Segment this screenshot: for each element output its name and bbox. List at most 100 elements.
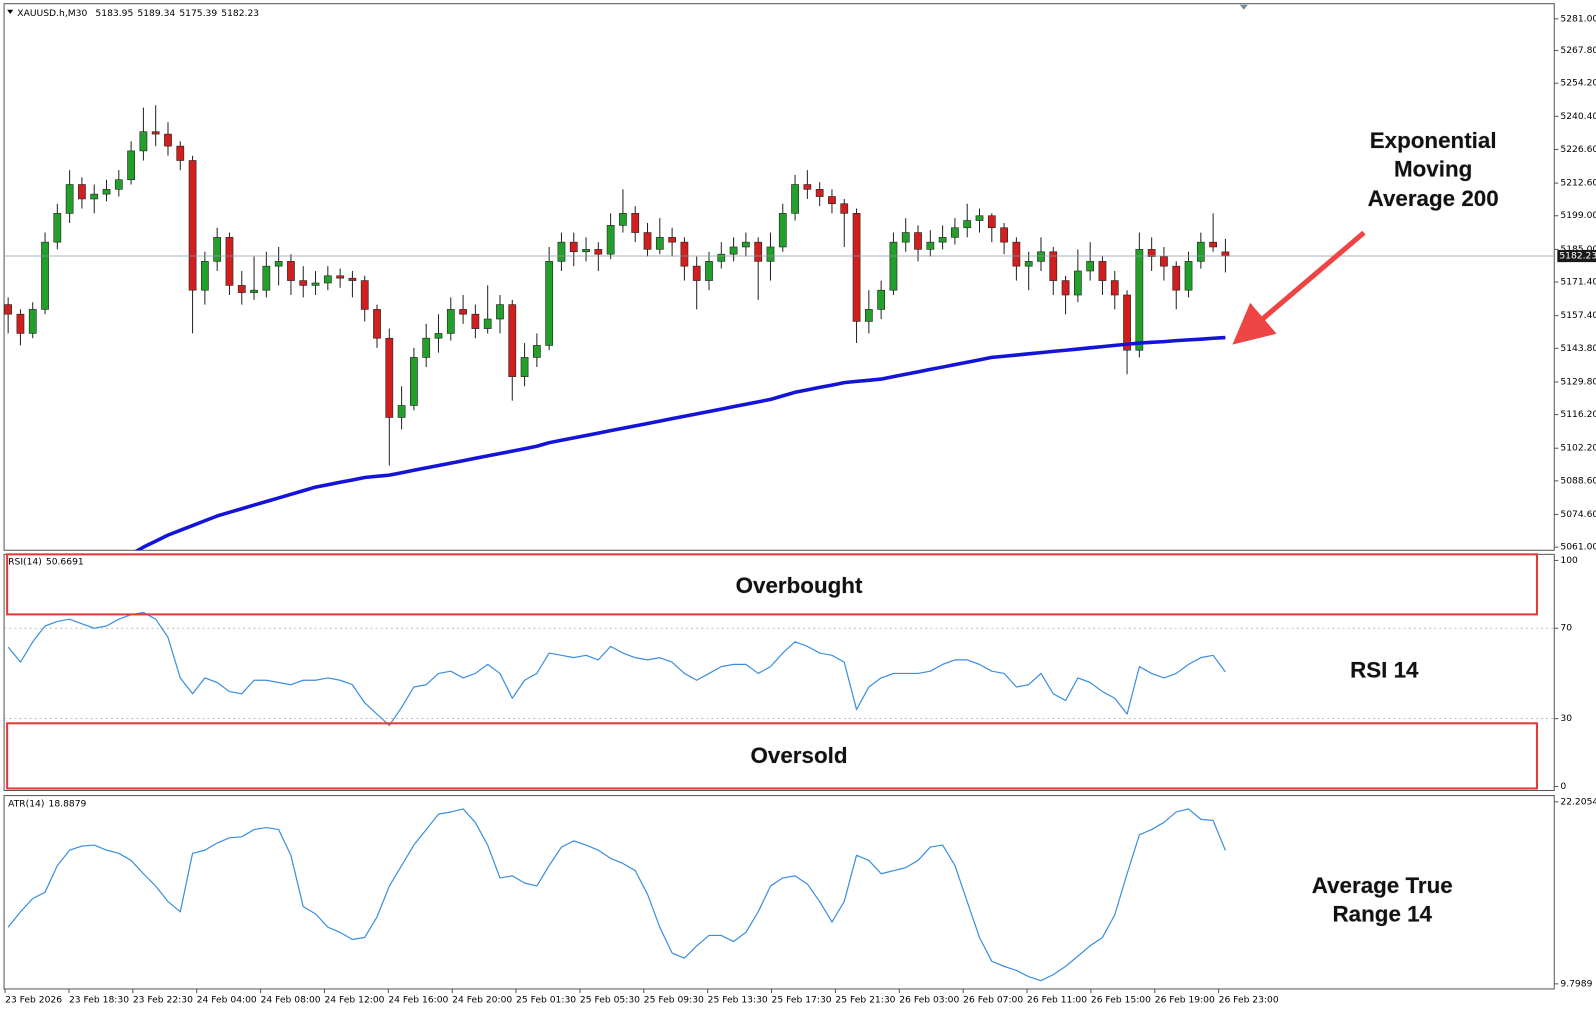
y-tick-label: 5267.80 — [1560, 45, 1596, 56]
candle-body — [1184, 261, 1193, 291]
candle-body — [766, 246, 775, 262]
candle-body — [778, 213, 787, 248]
oversold-box — [6, 722, 1538, 790]
candle-body — [508, 304, 517, 377]
candle-body — [754, 241, 763, 262]
x-tick-label: 24 Feb 04:00 — [197, 995, 257, 1006]
low: 5175.39 — [179, 7, 217, 18]
candle-body — [201, 261, 209, 291]
x-tick-label: 25 Feb 09:30 — [644, 995, 704, 1006]
candle-body — [41, 241, 49, 310]
candle-body — [594, 249, 603, 255]
oversold-label: Oversold — [751, 743, 848, 768]
candle-body — [643, 232, 652, 250]
rsi-annotation: RSI 14 — [1350, 657, 1419, 682]
ema-line — [134, 335, 1226, 551]
candle-body — [606, 225, 615, 255]
candle-body — [951, 227, 959, 238]
x-tick-label: 26 Feb 11:00 — [1027, 995, 1087, 1006]
candle-body — [1209, 241, 1217, 248]
x-tick-label: 25 Feb 05:30 — [580, 995, 640, 1006]
candle-body — [815, 189, 824, 197]
candle-body — [4, 304, 13, 315]
candle-body — [1147, 249, 1156, 257]
candle-body — [422, 337, 431, 358]
candle-body — [938, 237, 947, 243]
y-tick-label: 5199.00 — [1560, 210, 1596, 221]
candle-body — [742, 241, 750, 248]
y-tick-label: 0 — [1560, 781, 1566, 792]
candle-body — [299, 280, 308, 286]
candle-body — [188, 160, 197, 291]
current-price-label: 5182.23 — [1559, 251, 1596, 262]
candle-body — [496, 304, 504, 320]
overbought-label: Overbought — [736, 573, 863, 598]
atr-annotation-2: Range 14 — [1333, 902, 1433, 927]
y-tick-label: 70 — [1560, 623, 1572, 634]
candle-body — [262, 265, 271, 291]
rsi-plot — [4, 611, 1555, 727]
y-tick-label: 5212.60 — [1560, 178, 1596, 189]
candle-body — [1135, 249, 1144, 351]
y-tick-label: 5143.80 — [1560, 343, 1596, 354]
candle-body — [1000, 227, 1008, 243]
atr-annotation-1: Average True — [1312, 873, 1453, 898]
candle-body — [1160, 256, 1168, 267]
candle-body — [852, 213, 861, 322]
candle-body — [250, 289, 258, 293]
candle-body — [926, 241, 935, 250]
rsi-last: 50.6691 — [46, 556, 84, 567]
x-tick-label: 23 Feb 18:30 — [69, 995, 129, 1006]
y-tick-label: 5116.20 — [1560, 409, 1596, 420]
candle-body — [1061, 280, 1070, 296]
candle-body — [274, 261, 283, 267]
x-tick-label: 25 Feb 21:30 — [835, 995, 895, 1006]
y-tick-label: 5129.80 — [1560, 376, 1596, 387]
current-price-box — [1557, 249, 1596, 263]
candle-body — [151, 131, 160, 135]
candle-body — [668, 237, 676, 243]
y-tick-label: 5157.40 — [1560, 310, 1596, 321]
x-tick-label: 26 Feb 19:00 — [1155, 995, 1215, 1006]
candle-body — [78, 184, 86, 200]
candle-body — [1110, 280, 1119, 296]
candle-body — [840, 203, 849, 214]
candle-body — [582, 249, 590, 253]
candle-body — [53, 213, 62, 243]
candle-body — [323, 275, 332, 284]
price-panel — [3, 3, 1555, 551]
candle-body — [532, 345, 541, 358]
x-tick-label: 24 Feb 08:00 — [261, 995, 321, 1006]
candle-body — [1012, 241, 1021, 267]
candle-body — [864, 309, 873, 322]
candle-body — [1049, 251, 1058, 281]
atr-last: 18.8879 — [49, 798, 87, 809]
x-tick-label: 26 Feb 03:00 — [899, 995, 959, 1006]
candle-body — [225, 237, 234, 286]
x-tick-label: 25 Feb 13:30 — [708, 995, 768, 1006]
candle-body — [557, 241, 566, 262]
atr-label: ATR(14) — [8, 798, 44, 809]
candle-body — [1196, 241, 1205, 262]
candle-body — [385, 337, 394, 418]
candle-body — [1037, 251, 1045, 262]
candle-body — [348, 277, 357, 281]
candle-body — [975, 215, 984, 221]
candle-body — [90, 193, 99, 200]
y-tick-label: 100 — [1560, 555, 1578, 566]
candle-body — [213, 237, 222, 262]
close: 5182.23 — [221, 7, 259, 18]
candle-body — [459, 309, 467, 315]
candle-body — [1098, 261, 1107, 281]
y-tick-label: 5102.20 — [1560, 443, 1596, 454]
x-tick-label: 23 Feb 2026 — [5, 995, 62, 1006]
rsi-header: RSI(14) 50.6691 — [8, 556, 84, 567]
x-tick-label: 23 Feb 22:30 — [133, 995, 193, 1006]
x-tick-label: 24 Feb 20:00 — [452, 995, 512, 1006]
candle-body — [729, 246, 738, 255]
x-tick-label: 26 Feb 15:00 — [1091, 995, 1151, 1006]
candle-body — [692, 265, 701, 281]
ema-annotation-2: Moving — [1394, 157, 1472, 182]
indicator-line — [7, 808, 1226, 982]
